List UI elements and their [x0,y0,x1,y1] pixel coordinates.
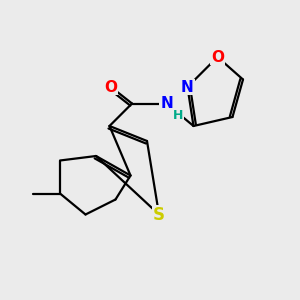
Text: S: S [153,206,165,224]
Text: O: O [211,50,224,64]
Text: N: N [181,80,194,94]
Text: O: O [104,80,118,94]
Text: N: N [160,96,173,111]
Text: H: H [173,109,184,122]
